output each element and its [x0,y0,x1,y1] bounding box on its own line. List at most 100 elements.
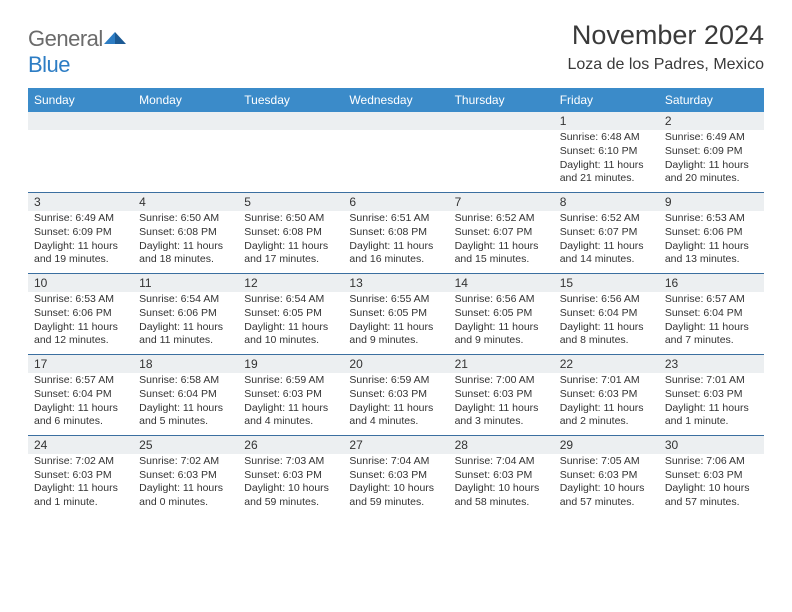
day-cell [343,112,448,192]
day-data: Sunrise: 6:54 AMSunset: 6:06 PMDaylight:… [133,292,238,354]
day-cell: 12Sunrise: 6:54 AMSunset: 6:05 PMDayligh… [238,273,343,354]
day-cell: 8Sunrise: 6:52 AMSunset: 6:07 PMDaylight… [554,192,659,273]
day-data: Sunrise: 6:52 AMSunset: 6:07 PMDaylight:… [449,211,554,273]
day-data: Sunrise: 7:00 AMSunset: 6:03 PMDaylight:… [449,373,554,435]
day-data: Sunrise: 7:01 AMSunset: 6:03 PMDaylight:… [554,373,659,435]
calendar-table: Sunday Monday Tuesday Wednesday Thursday… [28,88,764,516]
day-cell: 3Sunrise: 6:49 AMSunset: 6:09 PMDaylight… [28,192,133,273]
header: GeneralBlue November 2024 Loza de los Pa… [28,20,764,78]
day-cell: 22Sunrise: 7:01 AMSunset: 6:03 PMDayligh… [554,354,659,435]
day-number: 6 [343,193,448,211]
day-data: Sunrise: 6:53 AMSunset: 6:06 PMDaylight:… [659,211,764,273]
day-data: Sunrise: 7:04 AMSunset: 6:03 PMDaylight:… [343,454,448,516]
day-number: 7 [449,193,554,211]
day-data: Sunrise: 6:56 AMSunset: 6:05 PMDaylight:… [449,292,554,354]
day-data: Sunrise: 7:02 AMSunset: 6:03 PMDaylight:… [133,454,238,516]
day-cell: 15Sunrise: 6:56 AMSunset: 6:04 PMDayligh… [554,273,659,354]
week-row: 24Sunrise: 7:02 AMSunset: 6:03 PMDayligh… [28,435,764,515]
dayname: Thursday [449,88,554,112]
day-data: Sunrise: 6:57 AMSunset: 6:04 PMDaylight:… [28,373,133,435]
logo: GeneralBlue [28,20,126,78]
day-number: 27 [343,436,448,454]
day-cell: 21Sunrise: 7:00 AMSunset: 6:03 PMDayligh… [449,354,554,435]
logo-text-1: General [28,26,103,51]
day-cell [449,112,554,192]
day-data: Sunrise: 6:50 AMSunset: 6:08 PMDaylight:… [133,211,238,273]
day-cell: 11Sunrise: 6:54 AMSunset: 6:06 PMDayligh… [133,273,238,354]
dayname: Sunday [28,88,133,112]
empty-daynum [28,112,133,130]
day-number: 19 [238,355,343,373]
dayname: Saturday [659,88,764,112]
empty-daynum [449,112,554,130]
day-number: 22 [554,355,659,373]
day-number: 5 [238,193,343,211]
dayname: Tuesday [238,88,343,112]
day-cell [133,112,238,192]
dayname: Wednesday [343,88,448,112]
day-number: 20 [343,355,448,373]
day-number: 10 [28,274,133,292]
day-data: Sunrise: 7:02 AMSunset: 6:03 PMDaylight:… [28,454,133,516]
day-cell: 17Sunrise: 6:57 AMSunset: 6:04 PMDayligh… [28,354,133,435]
day-data: Sunrise: 6:53 AMSunset: 6:06 PMDaylight:… [28,292,133,354]
day-number: 3 [28,193,133,211]
week-row: 1Sunrise: 6:48 AMSunset: 6:10 PMDaylight… [28,112,764,192]
day-number: 16 [659,274,764,292]
day-cell: 16Sunrise: 6:57 AMSunset: 6:04 PMDayligh… [659,273,764,354]
day-data: Sunrise: 6:59 AMSunset: 6:03 PMDaylight:… [238,373,343,435]
day-data: Sunrise: 7:06 AMSunset: 6:03 PMDaylight:… [659,454,764,516]
day-data: Sunrise: 6:48 AMSunset: 6:10 PMDaylight:… [554,130,659,192]
day-cell: 30Sunrise: 7:06 AMSunset: 6:03 PMDayligh… [659,435,764,515]
day-header-row: Sunday Monday Tuesday Wednesday Thursday… [28,88,764,112]
day-cell [238,112,343,192]
day-cell: 13Sunrise: 6:55 AMSunset: 6:05 PMDayligh… [343,273,448,354]
day-data: Sunrise: 6:51 AMSunset: 6:08 PMDaylight:… [343,211,448,273]
day-number: 14 [449,274,554,292]
day-cell: 7Sunrise: 6:52 AMSunset: 6:07 PMDaylight… [449,192,554,273]
day-number: 15 [554,274,659,292]
day-number: 30 [659,436,764,454]
day-cell: 26Sunrise: 7:03 AMSunset: 6:03 PMDayligh… [238,435,343,515]
day-data: Sunrise: 6:54 AMSunset: 6:05 PMDaylight:… [238,292,343,354]
day-cell: 14Sunrise: 6:56 AMSunset: 6:05 PMDayligh… [449,273,554,354]
day-number: 11 [133,274,238,292]
day-cell: 20Sunrise: 6:59 AMSunset: 6:03 PMDayligh… [343,354,448,435]
location: Loza de los Padres, Mexico [567,56,764,74]
day-number: 29 [554,436,659,454]
month-title: November 2024 [567,20,764,51]
logo-triangle-icon [104,26,126,51]
day-cell: 5Sunrise: 6:50 AMSunset: 6:08 PMDaylight… [238,192,343,273]
logo-text-2: Blue [28,52,70,77]
day-data: Sunrise: 7:05 AMSunset: 6:03 PMDaylight:… [554,454,659,516]
day-data: Sunrise: 6:59 AMSunset: 6:03 PMDaylight:… [343,373,448,435]
week-row: 10Sunrise: 6:53 AMSunset: 6:06 PMDayligh… [28,273,764,354]
day-cell: 24Sunrise: 7:02 AMSunset: 6:03 PMDayligh… [28,435,133,515]
day-data: Sunrise: 6:56 AMSunset: 6:04 PMDaylight:… [554,292,659,354]
day-cell: 23Sunrise: 7:01 AMSunset: 6:03 PMDayligh… [659,354,764,435]
day-cell: 27Sunrise: 7:04 AMSunset: 6:03 PMDayligh… [343,435,448,515]
day-data: Sunrise: 7:01 AMSunset: 6:03 PMDaylight:… [659,373,764,435]
day-data: Sunrise: 6:49 AMSunset: 6:09 PMDaylight:… [28,211,133,273]
title-block: November 2024 Loza de los Padres, Mexico [567,20,764,74]
day-cell: 18Sunrise: 6:58 AMSunset: 6:04 PMDayligh… [133,354,238,435]
week-row: 17Sunrise: 6:57 AMSunset: 6:04 PMDayligh… [28,354,764,435]
day-cell: 25Sunrise: 7:02 AMSunset: 6:03 PMDayligh… [133,435,238,515]
day-cell: 19Sunrise: 6:59 AMSunset: 6:03 PMDayligh… [238,354,343,435]
day-data: Sunrise: 6:49 AMSunset: 6:09 PMDaylight:… [659,130,764,192]
day-number: 17 [28,355,133,373]
empty-daynum [133,112,238,130]
day-data: Sunrise: 6:52 AMSunset: 6:07 PMDaylight:… [554,211,659,273]
day-cell: 1Sunrise: 6:48 AMSunset: 6:10 PMDaylight… [554,112,659,192]
day-cell: 9Sunrise: 6:53 AMSunset: 6:06 PMDaylight… [659,192,764,273]
week-row: 3Sunrise: 6:49 AMSunset: 6:09 PMDaylight… [28,192,764,273]
day-cell: 10Sunrise: 6:53 AMSunset: 6:06 PMDayligh… [28,273,133,354]
day-number: 28 [449,436,554,454]
day-number: 23 [659,355,764,373]
empty-daynum [238,112,343,130]
day-number: 25 [133,436,238,454]
day-number: 13 [343,274,448,292]
day-cell: 29Sunrise: 7:05 AMSunset: 6:03 PMDayligh… [554,435,659,515]
empty-daynum [343,112,448,130]
day-cell: 2Sunrise: 6:49 AMSunset: 6:09 PMDaylight… [659,112,764,192]
